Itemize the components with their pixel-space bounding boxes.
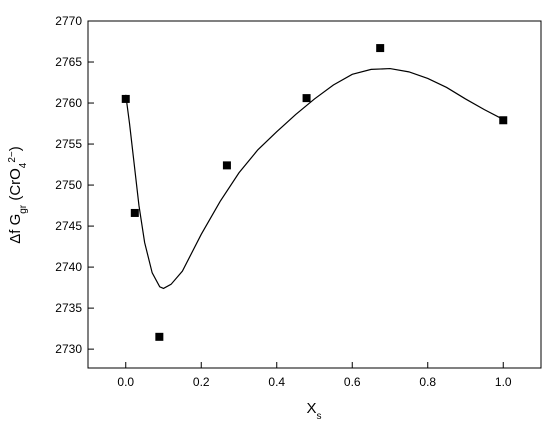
label-part: Δf G: [7, 214, 24, 244]
label-part: s: [317, 411, 322, 422]
y-tick-label: 2755: [55, 137, 82, 151]
y-tick-label: 2740: [55, 260, 82, 274]
plot-frame: [87, 20, 542, 369]
y-tick-label: 2735: [55, 301, 82, 315]
data-point: [499, 116, 508, 125]
x-tick-label: 0.0: [117, 375, 134, 389]
x-axis-label: Xs: [306, 400, 321, 422]
x-tick-label: 0.6: [344, 375, 361, 389]
label-part: (CrO: [7, 168, 24, 205]
y-tick-label: 2750: [55, 178, 82, 192]
data-point: [130, 208, 139, 217]
y-tick-label: 2730: [55, 342, 82, 356]
data-point: [155, 332, 164, 341]
x-tick-label: 0.2: [193, 375, 210, 389]
data-point: [302, 94, 311, 103]
fit-line: [125, 67, 504, 290]
data-point: [222, 161, 231, 170]
label-part: 2−: [7, 151, 18, 163]
x-tick-label: 1.0: [495, 375, 512, 389]
label-part: ): [7, 146, 24, 151]
x-tick-label: 0.8: [419, 375, 436, 389]
label-part: X: [306, 400, 316, 417]
y-axis-label: Δf Ggr (CrO42−): [7, 146, 29, 244]
y-tick-label: 2760: [55, 96, 82, 110]
y-tick-label: 2765: [55, 55, 82, 69]
y-tick-label: 2745: [55, 219, 82, 233]
label-part: gr: [18, 204, 29, 214]
x-tick-label: 0.4: [268, 375, 285, 389]
y-tick-label: 2770: [55, 14, 82, 28]
label-part: 4: [18, 162, 29, 168]
data-point: [376, 44, 385, 53]
